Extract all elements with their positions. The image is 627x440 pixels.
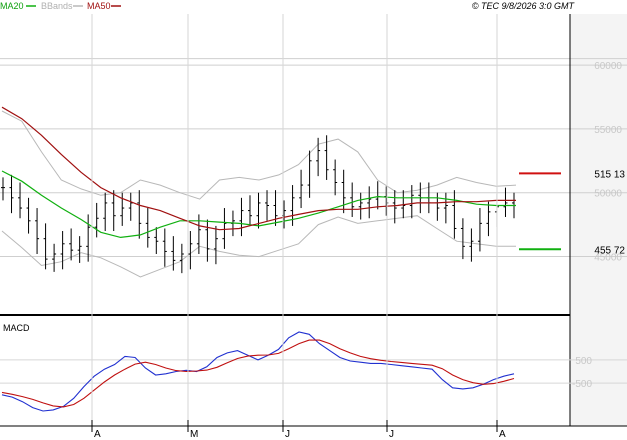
price-levels: 515 13 455 72 bbox=[519, 169, 625, 256]
macd-y-axis: 500 -500 bbox=[572, 356, 592, 390]
price-level-label: 515 13 bbox=[594, 169, 625, 180]
ma50-line bbox=[1, 106, 516, 231]
x-tick-label: A bbox=[94, 429, 101, 440]
macd-tick-label: 500 bbox=[575, 356, 592, 367]
legend-ma50-label: MA50 bbox=[87, 1, 111, 11]
ma20-line bbox=[1, 170, 516, 239]
price-tick-label: 50000 bbox=[594, 189, 622, 200]
price-gridlines bbox=[0, 58, 627, 258]
x-tick-label: J bbox=[389, 429, 394, 440]
signal-line bbox=[1, 339, 515, 408]
macd-tick-label: -500 bbox=[572, 379, 592, 390]
price-level-label: 455 72 bbox=[594, 245, 625, 256]
price-tick-label: 60000 bbox=[594, 61, 622, 72]
price-panel bbox=[0, 14, 570, 314]
right-axis-area bbox=[570, 14, 627, 426]
bollinger-band-upper bbox=[1, 110, 517, 200]
x-tick-label: M bbox=[190, 429, 198, 440]
price-bars bbox=[1, 135, 516, 274]
x-tick-label: J bbox=[285, 429, 290, 440]
macd-title: MACD bbox=[3, 323, 30, 333]
price-y-axis: 60000 55000 50000 45000 bbox=[594, 61, 622, 263]
x-tick-label: A bbox=[499, 429, 506, 440]
macd-gridlines bbox=[0, 359, 627, 384]
chart-credit: © TEC 9/8/2026 3:0 GMT bbox=[472, 1, 576, 11]
price-tick-label: 45000 bbox=[594, 253, 622, 264]
macd-line bbox=[1, 331, 515, 412]
price-tick-label: 55000 bbox=[594, 125, 622, 136]
macd-lines bbox=[1, 331, 515, 412]
moving-averages bbox=[1, 106, 516, 239]
legend-bbands-label: BBands bbox=[41, 1, 73, 11]
legend-ma20-label: MA20 bbox=[0, 1, 24, 11]
legend: MA20 BBands MA50 bbox=[0, 1, 121, 11]
